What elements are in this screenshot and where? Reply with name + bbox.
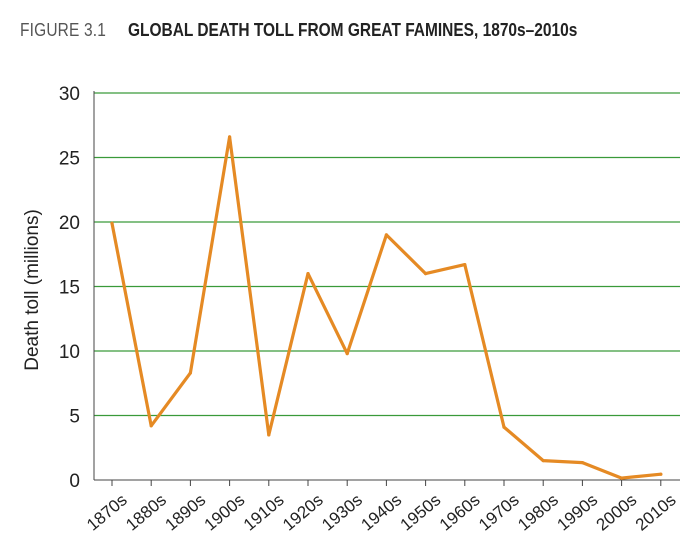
data-point: [384, 233, 388, 237]
x-tick-label: 1940s: [357, 490, 405, 534]
y-tick-labels: 0 5 10 15 20 25 30: [59, 84, 80, 492]
y-tick-label: 0: [69, 471, 80, 492]
figure-label: FIGURE 3.1: [20, 20, 107, 40]
y-tick-label: 5: [69, 407, 80, 428]
figure-header: FIGURE 3.1 GLOBAL DEATH TOLL FROM GREAT …: [20, 20, 650, 48]
x-tick-label: 1970s: [475, 490, 523, 534]
chart-title: GLOBAL DEATH TOLL FROM GREAT FAMINES, 18…: [128, 20, 578, 40]
data-point: [620, 476, 624, 480]
x-tick-label: 1890s: [161, 490, 209, 534]
data-point: [149, 424, 153, 428]
x-tick-label: 1980s: [514, 490, 562, 534]
data-point: [580, 461, 585, 465]
x-tick-label: 1880s: [122, 490, 170, 534]
data-point: [424, 272, 428, 276]
x-tick-label: 1990s: [553, 490, 601, 534]
x-tick-label: 1930s: [318, 490, 366, 534]
x-tick-label: 1950s: [397, 490, 445, 534]
series-lines: [110, 135, 663, 480]
data-point: [659, 472, 663, 476]
y-tick-label: 10: [59, 342, 80, 363]
x-tick-label: 1870s: [83, 490, 131, 534]
y-tick-label: 15: [59, 278, 80, 299]
x-tick-label: 1910s: [240, 490, 288, 534]
y-axis-label: Death toll (millions): [22, 209, 43, 371]
data-point: [306, 272, 310, 276]
data-point: [502, 425, 506, 429]
x-tick-label: 1920s: [279, 490, 327, 534]
y-tick-label: 30: [59, 84, 80, 105]
x-tick-label: 2000s: [593, 490, 641, 534]
x-tick-label: 2010s: [632, 490, 680, 534]
data-point: [110, 221, 114, 225]
data-point: [345, 352, 349, 356]
y-tick-label: 25: [59, 149, 80, 170]
data-point: [188, 371, 192, 375]
data-point: [463, 263, 467, 267]
x-tick-label: 1960s: [436, 490, 484, 534]
y-tick-label: 20: [59, 213, 80, 234]
data-point: [541, 459, 545, 463]
data-point: [267, 433, 271, 437]
series-line-0: [110, 135, 663, 480]
x-tick-label: 1900s: [201, 490, 249, 534]
x-tick-labels: 1870s1880s1890s1900s1910s1920s1930s1940s…: [83, 490, 680, 534]
axes: [93, 91, 680, 486]
gridlines: [94, 92, 680, 417]
data-point: [228, 135, 232, 139]
